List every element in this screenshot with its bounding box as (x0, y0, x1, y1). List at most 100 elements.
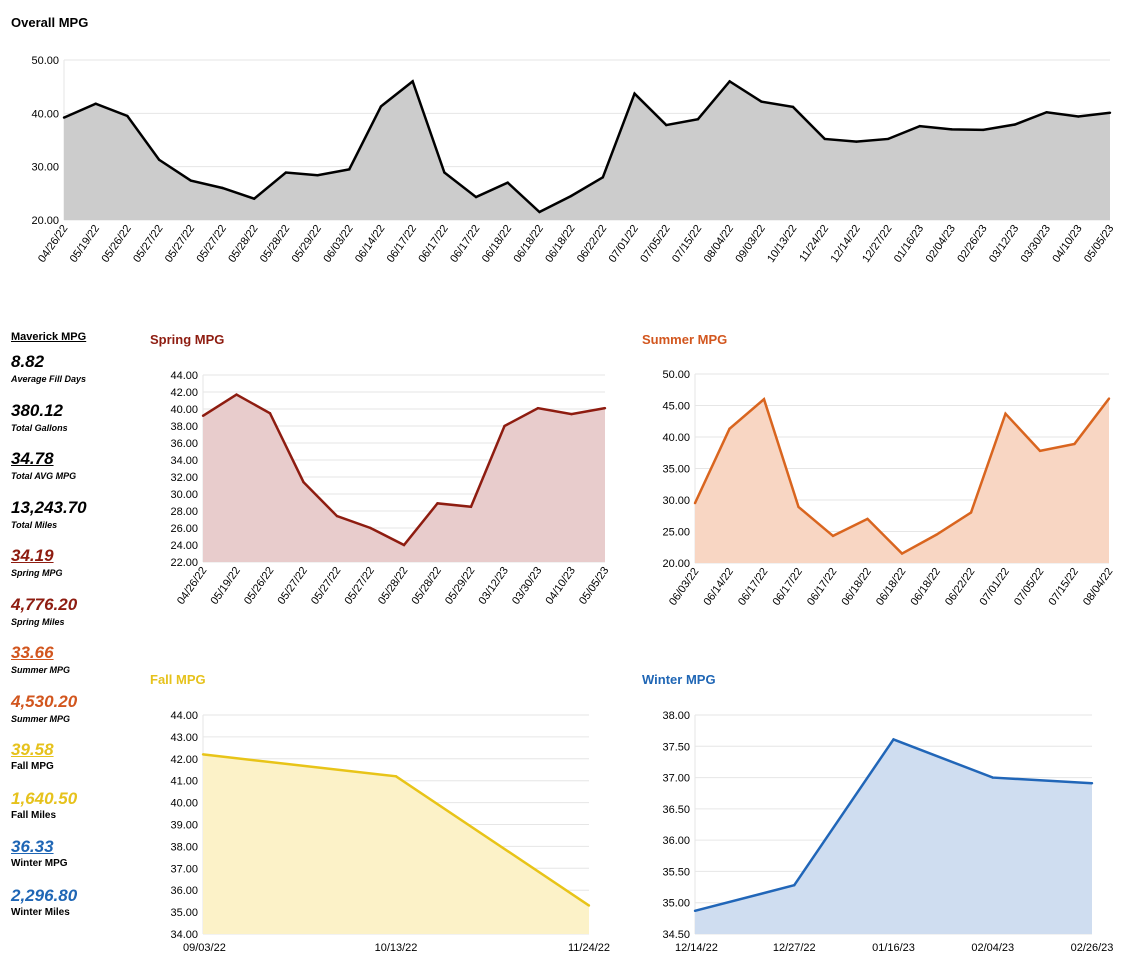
x-tick-label: 06/14/22 (353, 223, 387, 265)
x-tick-label: 05/27/22 (309, 565, 343, 607)
stat-label: Summer MPG (11, 665, 71, 675)
data-point (760, 100, 763, 103)
data-point (1090, 782, 1094, 785)
data-point (728, 80, 731, 83)
data-point (1004, 412, 1007, 415)
data-point (696, 118, 700, 121)
stat-value: 34.78 (11, 449, 54, 468)
x-tick-label: 05/27/22 (131, 223, 165, 265)
stat-item: 2,296.80 Winter Miles (11, 886, 136, 935)
x-tick-label: 11/24/22 (797, 223, 831, 264)
area-fill (203, 394, 605, 562)
x-tick-label: 06/18/22 (909, 566, 943, 608)
x-tick-label: 10/13/22 (765, 223, 799, 265)
data-point (436, 502, 439, 505)
stat-item: 4,776.20 Spring Miles (11, 595, 136, 644)
data-point (991, 776, 994, 779)
stat-value: 4,776.20 (11, 594, 78, 614)
stat-value: 380.12 (11, 400, 63, 420)
y-tick-label: 32.00 (170, 472, 198, 484)
x-tick-label: 02/04/23 (924, 223, 958, 265)
x-tick-label: 07/15/22 (670, 223, 704, 265)
y-tick-label: 38.00 (170, 841, 198, 853)
area-fill (695, 739, 1092, 934)
stat-label: Total AVG MPG (11, 471, 77, 481)
data-point (793, 883, 796, 887)
x-tick-label: 06/17/22 (448, 223, 482, 265)
x-tick-label: 07/15/22 (1047, 566, 1081, 608)
y-tick-label: 42.00 (170, 754, 198, 766)
y-tick-label: 28.00 (170, 506, 198, 518)
data-point (402, 543, 406, 547)
data-point (189, 179, 192, 182)
x-tick-label: 03/12/23 (987, 223, 1021, 265)
summer-chart-title: Summer MPG (642, 332, 727, 347)
data-point (335, 514, 339, 518)
y-tick-label: 43.00 (170, 732, 198, 744)
x-tick-label: 09/03/22 (733, 223, 767, 265)
spring-chart-title: Spring MPG (150, 332, 224, 347)
data-point (728, 427, 731, 431)
stat-label: Winter MPG (11, 858, 68, 869)
stat-item: 36.33 Winter MPG (11, 837, 136, 886)
stat-label: Summer MPG (11, 713, 71, 724)
x-tick-label: 09/03/22 (183, 942, 226, 954)
data-point (443, 171, 446, 174)
stats-panel: Maverick MPG 8.82 Average Fill Days 380.12… (11, 331, 136, 934)
stat-item: 1,640.50 Fall Miles (11, 789, 136, 838)
stat-value: 33.66 (11, 643, 54, 662)
y-tick-label: 36.00 (662, 835, 690, 847)
overall-chart-title: Overall MPG (11, 15, 88, 30)
data-point (855, 140, 858, 143)
stats-heading: Maverick MPG (11, 331, 87, 343)
data-point (693, 909, 697, 913)
x-tick-label: 12/14/22 (675, 942, 718, 954)
x-tick-label: 12/14/22 (828, 223, 862, 265)
y-tick-label: 40.00 (170, 798, 198, 810)
summer-mpg-chart: Summer MPG 20.00 25.00 30.00 35.00 40.00 45.0… (642, 332, 1115, 608)
data-point (201, 753, 205, 756)
data-point (633, 92, 636, 95)
x-tick-label: 10/13/22 (375, 942, 418, 954)
stat-item: 34.19 Spring MPG (11, 546, 136, 595)
x-tick-label: 06/18/22 (543, 223, 577, 265)
data-point (569, 194, 573, 198)
data-point (1038, 449, 1042, 453)
fall-mpg-chart: Fall MPG 34.00 35.00 36.00 37.00 38.00 39.00 4… (150, 672, 610, 954)
data-point (302, 480, 305, 484)
data-point (791, 105, 795, 109)
y-tick-label: 45.00 (662, 401, 690, 413)
x-tick-label: 08/04/22 (1081, 566, 1115, 608)
x-tick-label: 05/27/22 (343, 565, 377, 607)
data-point (201, 414, 205, 417)
data-point (506, 181, 509, 184)
data-point (474, 195, 478, 199)
x-tick-label: 05/26/22 (99, 223, 133, 265)
stat-label: Winter Miles (11, 906, 70, 918)
data-point (797, 505, 800, 509)
x-tick-label: 06/17/22 (771, 566, 805, 608)
stat-item: 8.82 Average Fill Days (11, 352, 136, 401)
y-tick-label: 35.00 (170, 907, 198, 919)
y-tick-label: 40.00 (662, 432, 690, 444)
stat-item: 34.78 Total AVG MPG (11, 449, 136, 498)
x-tick-label: 06/17/22 (416, 223, 450, 265)
data-point (601, 176, 605, 179)
data-point (693, 501, 697, 505)
y-tick-label: 39.00 (170, 820, 198, 832)
stat-value: 1,640.50 (11, 788, 78, 808)
x-tick-label: 05/19/22 (209, 565, 243, 607)
x-tick-label: 05/26/22 (242, 565, 276, 607)
data-point (411, 80, 414, 83)
x-tick-label: 02/26/23 (955, 223, 989, 265)
stat-label: Spring Miles (11, 616, 65, 627)
x-tick-label: 06/18/22 (480, 223, 514, 265)
stat-item: 13,243.70 Total Miles (11, 498, 136, 547)
x-tick-label: 05/27/22 (163, 223, 197, 265)
stat-value: 39.58 (11, 740, 54, 759)
x-tick-label: 03/30/23 (1019, 223, 1053, 265)
x-tick-label: 06/17/22 (385, 223, 419, 265)
winter-chart-title: Winter MPG (642, 672, 716, 687)
x-tick-label: 06/17/22 (805, 566, 839, 608)
y-tick-label: 44.00 (170, 370, 198, 382)
